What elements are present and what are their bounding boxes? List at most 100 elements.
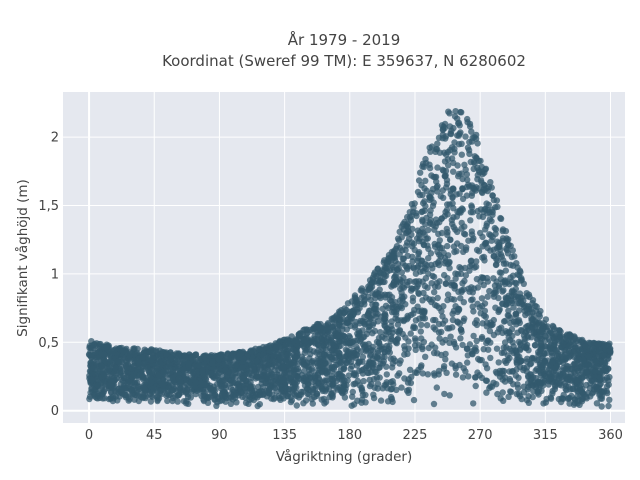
data-point (106, 366, 113, 373)
data-point (167, 365, 175, 373)
data-point (454, 162, 461, 169)
data-point (553, 380, 560, 387)
data-point (428, 341, 435, 348)
data-point (525, 393, 532, 400)
data-point (409, 298, 417, 305)
data-point (111, 377, 118, 384)
data-point (354, 306, 361, 313)
data-point (293, 337, 300, 344)
data-point (114, 358, 122, 365)
data-point (457, 108, 464, 116)
data-point (471, 374, 479, 381)
data-point (510, 318, 518, 325)
data-point (462, 368, 469, 375)
data-point (126, 352, 133, 359)
data-point (377, 278, 384, 285)
data-point (418, 335, 425, 342)
data-point (462, 231, 469, 238)
data-point (456, 207, 464, 214)
data-point (297, 391, 305, 398)
data-point (416, 191, 423, 199)
data-point (478, 274, 485, 281)
data-point (421, 307, 428, 315)
data-point (593, 400, 601, 407)
data-point (246, 396, 253, 403)
data-point (268, 363, 275, 371)
data-point (367, 296, 374, 304)
data-point (473, 321, 481, 329)
data-point (463, 192, 470, 199)
data-point (146, 370, 153, 377)
data-point (262, 364, 269, 371)
data-point (557, 374, 565, 381)
data-point (415, 177, 423, 184)
data-point (434, 248, 441, 255)
data-point (434, 164, 441, 171)
data-point (218, 391, 226, 398)
x-tick-label: 225 (403, 428, 428, 443)
data-point (551, 340, 558, 347)
data-point (371, 353, 379, 360)
data-point (183, 380, 190, 387)
data-point (415, 290, 422, 298)
data-point (600, 352, 607, 359)
data-point (493, 261, 500, 268)
data-point (285, 361, 292, 368)
data-point (602, 359, 609, 367)
data-point (389, 326, 396, 333)
data-point (502, 277, 509, 284)
data-point (483, 200, 490, 207)
data-point (556, 327, 563, 334)
data-point (429, 296, 436, 303)
data-point (321, 378, 328, 386)
data-point (495, 282, 502, 289)
data-point (452, 108, 459, 115)
data-point (593, 363, 601, 370)
data-point (394, 260, 402, 268)
data-point (500, 344, 507, 351)
data-point (432, 216, 440, 223)
data-point (489, 211, 496, 219)
data-point (501, 339, 509, 346)
data-point (441, 124, 448, 132)
data-point (557, 343, 565, 350)
data-point (458, 242, 465, 250)
data-point (246, 370, 253, 377)
data-point (174, 398, 181, 405)
data-point (235, 384, 242, 391)
data-point (228, 364, 235, 371)
data-point (385, 304, 392, 312)
data-point (359, 327, 366, 334)
data-point (517, 358, 525, 365)
data-point (125, 378, 133, 385)
data-point (578, 375, 586, 382)
y-tick-label: 2 (51, 131, 59, 146)
data-point (257, 391, 264, 398)
data-point (345, 372, 353, 379)
y-axis-ticks: 0 0,5 1 1,5 2 (38, 131, 59, 420)
data-point (579, 336, 586, 344)
data-point (559, 359, 567, 366)
data-point (88, 376, 96, 383)
data-point (358, 384, 365, 391)
data-point (549, 390, 556, 397)
data-point (284, 392, 291, 399)
data-point (374, 265, 381, 273)
data-point (574, 393, 581, 400)
data-point (587, 339, 594, 347)
data-point (406, 366, 414, 373)
data-point (336, 355, 344, 362)
data-point (482, 226, 489, 233)
data-point (430, 400, 438, 408)
data-point (337, 342, 344, 349)
data-point (442, 167, 450, 175)
data-point (469, 296, 476, 303)
data-point (141, 360, 148, 367)
data-point (492, 289, 500, 296)
data-point (495, 251, 502, 258)
data-point (423, 322, 431, 329)
data-point (271, 394, 279, 401)
data-point (450, 168, 457, 175)
data-point (129, 373, 136, 380)
data-point (567, 370, 575, 377)
